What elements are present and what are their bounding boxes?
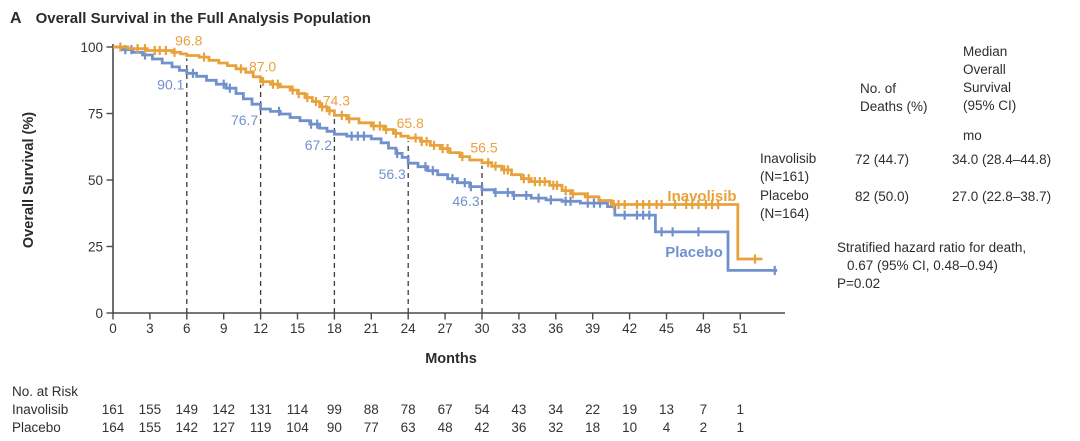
x-tick-label: 36 [548,321,563,336]
x-tick-label: 30 [474,321,489,336]
risk-count: 19 [622,402,637,417]
risk-count: 142 [176,420,199,435]
x-tick-label: 15 [290,321,305,336]
x-tick-label: 3 [146,321,154,336]
x-tick-label: 48 [696,321,711,336]
panel-letter: A [10,10,22,27]
risk-count: 10 [622,420,637,435]
y-tick-label: 0 [95,306,103,321]
risk-count: 7 [700,402,708,417]
y-tick-label: 50 [88,173,103,188]
x-tick-label: 45 [659,321,674,336]
x-tick-label: 33 [511,321,526,336]
risk-count: 90 [327,420,342,435]
risk-count: 32 [548,420,563,435]
figure-title: Overall Survival in the Full Analysis Po… [35,10,371,27]
risk-count: 22 [585,402,600,417]
landmark-value-label: 74.3 [323,92,350,108]
risk-count: 131 [249,402,272,417]
risk-count: 36 [511,420,526,435]
risk-count: 99 [327,402,342,417]
risk-count: 13 [659,402,674,417]
landmark-value-label: 65.8 [397,115,424,131]
median-column-header: Median Overall Survival (95% CI) [963,44,1017,113]
landmark-value-label: 76.7 [231,112,258,128]
x-tick-label: 24 [401,321,417,336]
risk-count: 34 [548,402,564,417]
km-curve-placebo [113,45,778,272]
x-tick-label: 51 [733,321,748,336]
risk-count: 155 [139,402,162,417]
risk-count: 164 [102,420,125,435]
deaths-column-header: No. of Deaths (%) [860,81,928,114]
risk-count: 1 [737,402,745,417]
landmark-value-label: 96.8 [175,33,202,49]
x-tick-label: 0 [109,321,117,336]
risk-table-heading: No. at Risk [12,384,79,399]
risk-count: 4 [663,420,671,435]
landmark-value-label: 67.2 [305,137,332,153]
x-tick-label: 6 [183,321,191,336]
risk-count: 78 [401,402,416,417]
median-unit-label: mo [963,128,982,143]
risk-count: 2 [700,420,708,435]
inavolisib-median-value: 34.0 (28.4–44.8) [952,152,1052,167]
y-tick-label: 25 [88,239,103,254]
figure-title-row: A Overall Survival in the Full Analysis P… [10,10,371,28]
risk-count: 63 [401,420,416,435]
risk-row-label-inavolisib: Inavolisib [12,402,69,417]
risk-count: 42 [474,420,489,435]
risk-count: 114 [287,402,309,417]
x-tick-label: 9 [220,321,228,336]
risk-count: 161 [102,402,125,417]
risk-count: 77 [364,420,379,435]
risk-count: 67 [438,402,453,417]
y-tick-label: 100 [80,40,103,55]
risk-count: 104 [286,420,309,435]
x-tick-label: 42 [622,321,637,336]
risk-count: 88 [364,402,379,417]
landmark-value-label: 56.5 [470,140,497,156]
x-tick-label: 18 [327,321,342,336]
x-tick-label: 21 [364,321,379,336]
inavolisib-row-label: Inavolisib (N=161) [760,151,817,184]
landmark-value-label: 46.3 [452,193,479,209]
placebo-deaths-value: 82 (50.0) [855,189,910,204]
placebo-curve-label: Placebo [665,244,723,261]
x-tick-label: 27 [438,321,453,336]
hazard-ratio-note: Stratified hazard ratio for death, 0.67 … [837,240,1027,291]
km-curve-inavolisib [113,45,763,261]
x-axis-title: Months [425,351,477,367]
risk-count: 54 [474,402,490,417]
inavolisib-curve-label: Inavolisib [667,188,736,205]
risk-count: 43 [511,402,526,417]
risk-count: 119 [250,420,272,435]
risk-count: 18 [585,420,600,435]
y-axis-title: Overall Survival (%) [21,112,37,248]
landmark-value-label: 87.0 [249,59,276,75]
landmark-value-label: 56.3 [379,166,406,182]
risk-count: 1 [737,420,745,435]
inavolisib-deaths-value: 72 (44.7) [855,152,910,167]
risk-count: 127 [212,420,235,435]
placebo-row-label: Placebo (N=164) [760,188,810,221]
risk-count: 48 [438,420,453,435]
risk-count: 142 [212,402,235,417]
y-tick-label: 75 [88,106,103,121]
risk-row-label-placebo: Placebo [12,420,61,435]
placebo-median-value: 27.0 (22.8–38.7) [952,189,1052,204]
landmark-value-label: 90.1 [157,76,184,92]
x-tick-label: 12 [253,321,268,336]
risk-count: 155 [139,420,162,435]
x-tick-label: 39 [585,321,600,336]
risk-count: 149 [176,402,199,417]
